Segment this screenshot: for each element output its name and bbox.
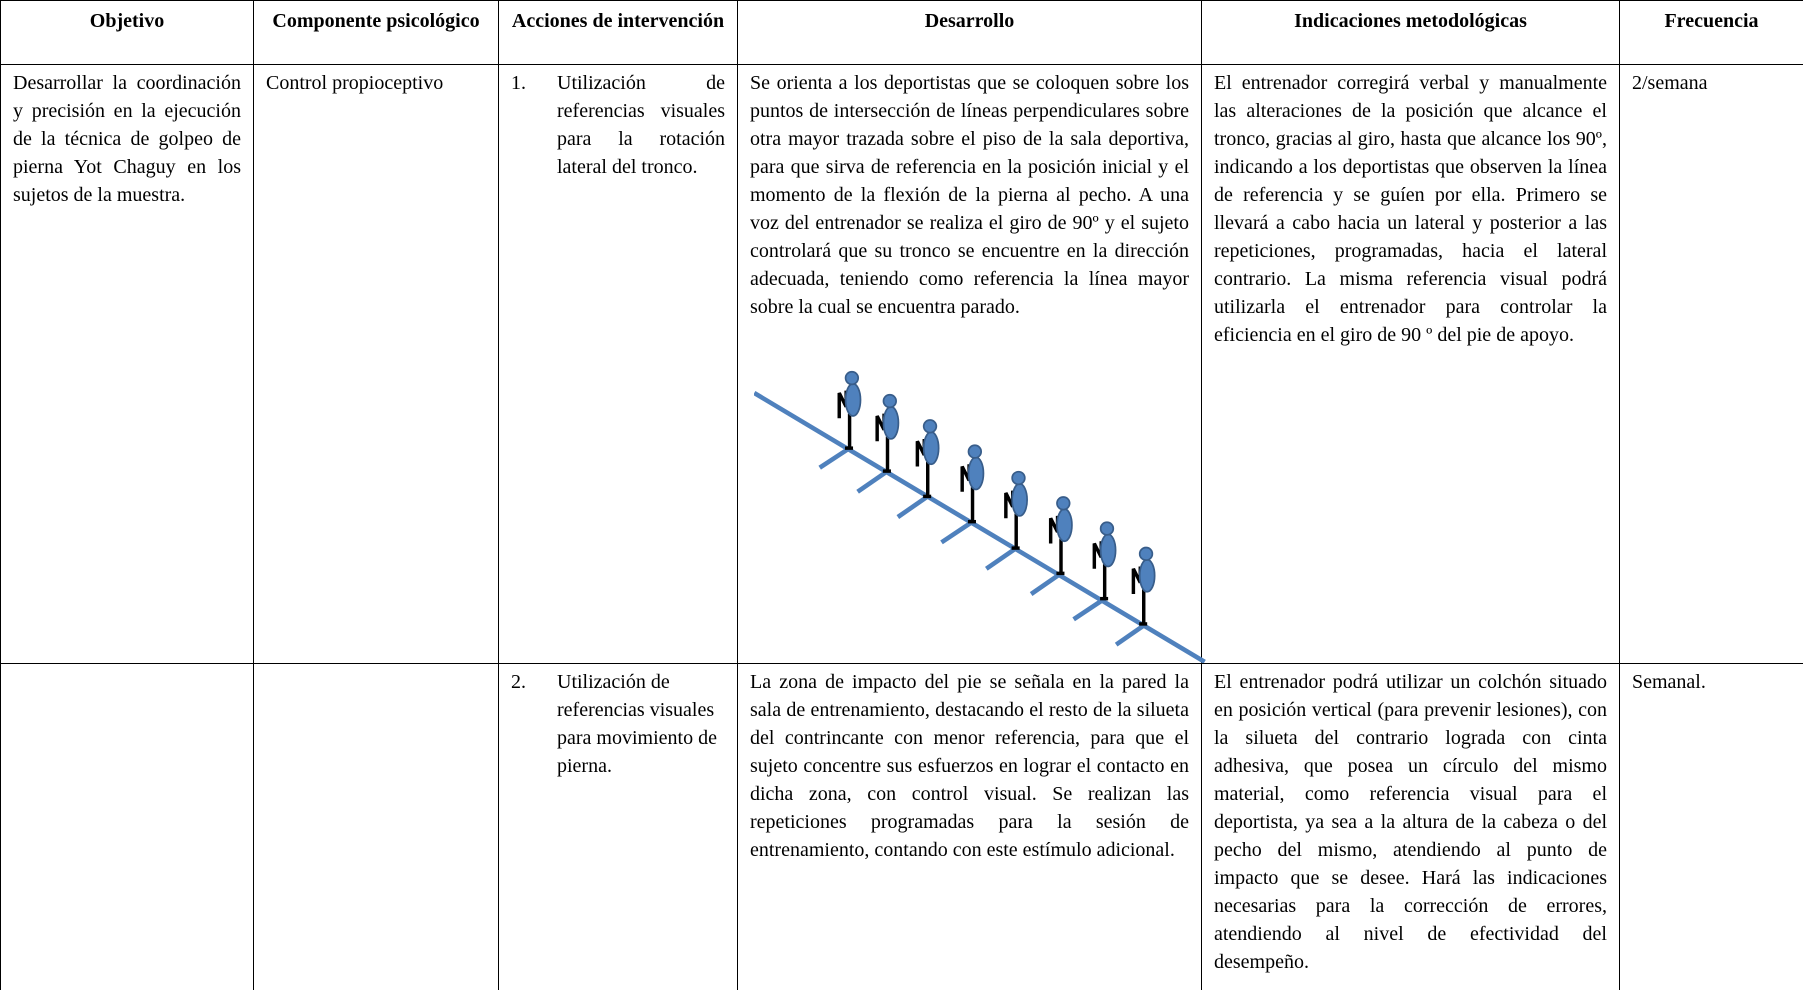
header-cell: Indicaciones metodológicas [1201,0,1620,65]
header-cell: Desarrollo [737,0,1202,65]
indicaciones-cell: El entrenador corregirá verbal y manualm… [1201,64,1620,664]
accion-text: Utilización de referencias visuales para… [557,72,725,178]
figure-illustration [754,370,1206,663]
componente-cell [253,663,499,990]
desarrollo-cell: Se orienta a los deportistas que se colo… [737,64,1206,664]
componente-cell: Control propioceptivo [253,64,499,664]
accion-cell: 2. Utilización de referencias visuales pa… [498,663,738,990]
table-row: Desarrollar la coordinación y precisión … [0,64,1803,664]
desarrollo-text: Se orienta a los deportistas que se colo… [750,72,1189,318]
table-row: 2. Utilización de referencias visuales pa… [0,663,1803,990]
frecuencia-cell: Semanal. [1619,663,1803,990]
header-cell: Acciones de intervención [498,0,738,65]
accion-cell: 1. Utilización de referencias visuales pa… [498,64,738,664]
header-row: Objetivo Componente psicológico Acciones… [0,0,1803,65]
indicaciones-cell: El entrenador podrá utilizar un colchón … [1201,663,1620,990]
header-cell: Objetivo [0,0,254,65]
item-number: 1. [511,72,526,94]
desarrollo-cell: La zona de impacto del pie se señala en … [737,663,1202,990]
objetivo-cell: Desarrollar la coordinación y precisión … [0,64,254,664]
accion-text: Utilización de referencias visuales para… [557,671,717,777]
objetivo-cell [0,663,254,990]
frecuencia-cell: 2/semana [1619,64,1803,664]
header-cell: Componente psicológico [253,0,499,65]
item-number: 2. [511,671,526,693]
header-cell: Frecuencia [1619,0,1803,65]
